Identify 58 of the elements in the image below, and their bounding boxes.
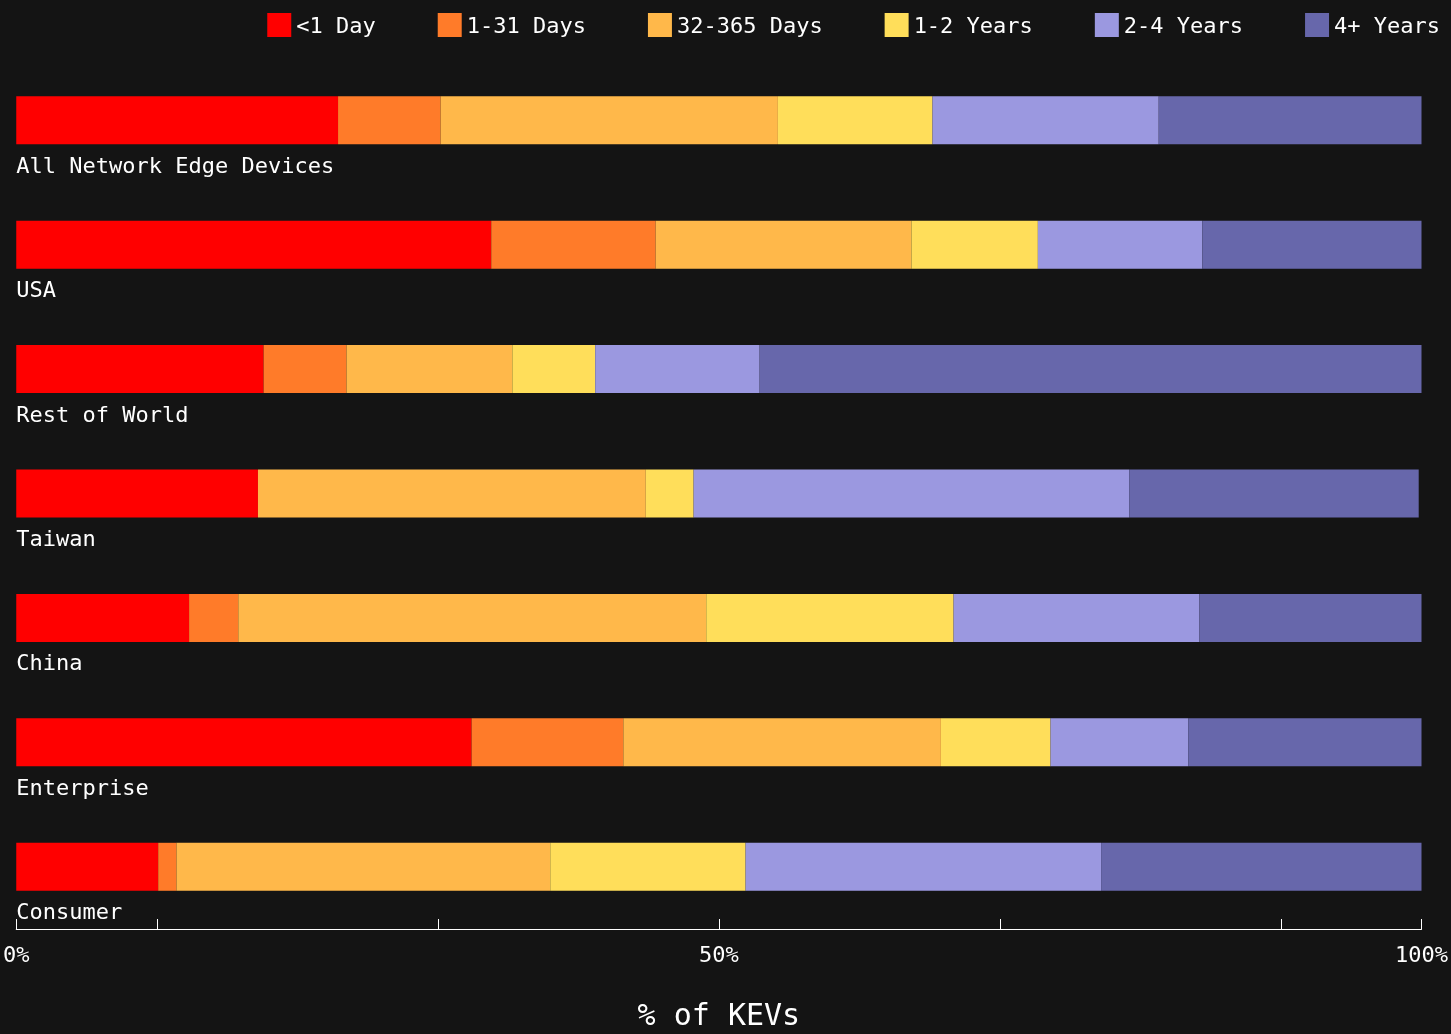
bar: [263, 345, 347, 394]
legend-label: 4+ Years: [1334, 12, 1441, 38]
y-tick-label: China: [16, 650, 83, 676]
y-tick-label: Consumer: [16, 899, 123, 925]
bar: [16, 842, 159, 891]
bar: [1037, 220, 1203, 269]
bar: [595, 345, 760, 394]
bar: [238, 593, 707, 642]
bar: [1188, 718, 1422, 767]
bar: [777, 96, 933, 145]
bar: [759, 345, 1422, 394]
bar: [1199, 593, 1422, 642]
x-axis-title: % of KEVs: [637, 996, 801, 1032]
bar: [1050, 718, 1189, 767]
bar: [346, 345, 513, 394]
bar: [512, 345, 596, 394]
legend-label: 1-31 Days: [466, 12, 586, 38]
x-tick-label: 100%: [1395, 941, 1448, 967]
bar: [645, 469, 694, 518]
bar: [745, 842, 1102, 891]
bar: [1158, 96, 1422, 145]
bar: [158, 842, 177, 891]
y-tick-label: Taiwan: [16, 526, 96, 551]
legend-label: <1 Day: [296, 12, 376, 38]
bar: [693, 469, 1130, 518]
bar: [16, 96, 339, 145]
bar: [932, 96, 1159, 145]
legend-label: 1-2 Years: [913, 12, 1033, 38]
bar: [338, 96, 441, 145]
bar: [953, 593, 1200, 642]
bar: [176, 842, 551, 891]
y-tick-label: Rest of World: [16, 401, 189, 427]
bar: [655, 220, 912, 269]
legend-label: 32-365 Days: [676, 12, 823, 38]
bar: [1202, 220, 1422, 269]
bar: [440, 96, 778, 145]
bar: [550, 842, 746, 891]
y-tick-label: All Network Edge Devices: [16, 152, 335, 178]
bar: [911, 220, 1038, 269]
bar: [189, 593, 239, 642]
x-tick-label: 0%: [3, 941, 30, 967]
legend-label: 2-4 Years: [1123, 12, 1244, 38]
bar: [16, 593, 190, 642]
bar: [940, 718, 1051, 767]
y-tick-label: USA: [16, 277, 56, 303]
bar: [623, 718, 941, 767]
bar: [1101, 842, 1422, 891]
bar: [16, 220, 492, 269]
bar: [16, 718, 472, 767]
bar: [706, 593, 954, 642]
bar: [257, 469, 646, 518]
y-tick-label: Enterprise: [16, 774, 149, 800]
bar: [1129, 469, 1419, 518]
bar: [16, 345, 264, 394]
bar: [491, 220, 656, 269]
bar: [16, 469, 258, 518]
x-tick-label: 50%: [699, 941, 739, 967]
bar: [471, 718, 624, 767]
